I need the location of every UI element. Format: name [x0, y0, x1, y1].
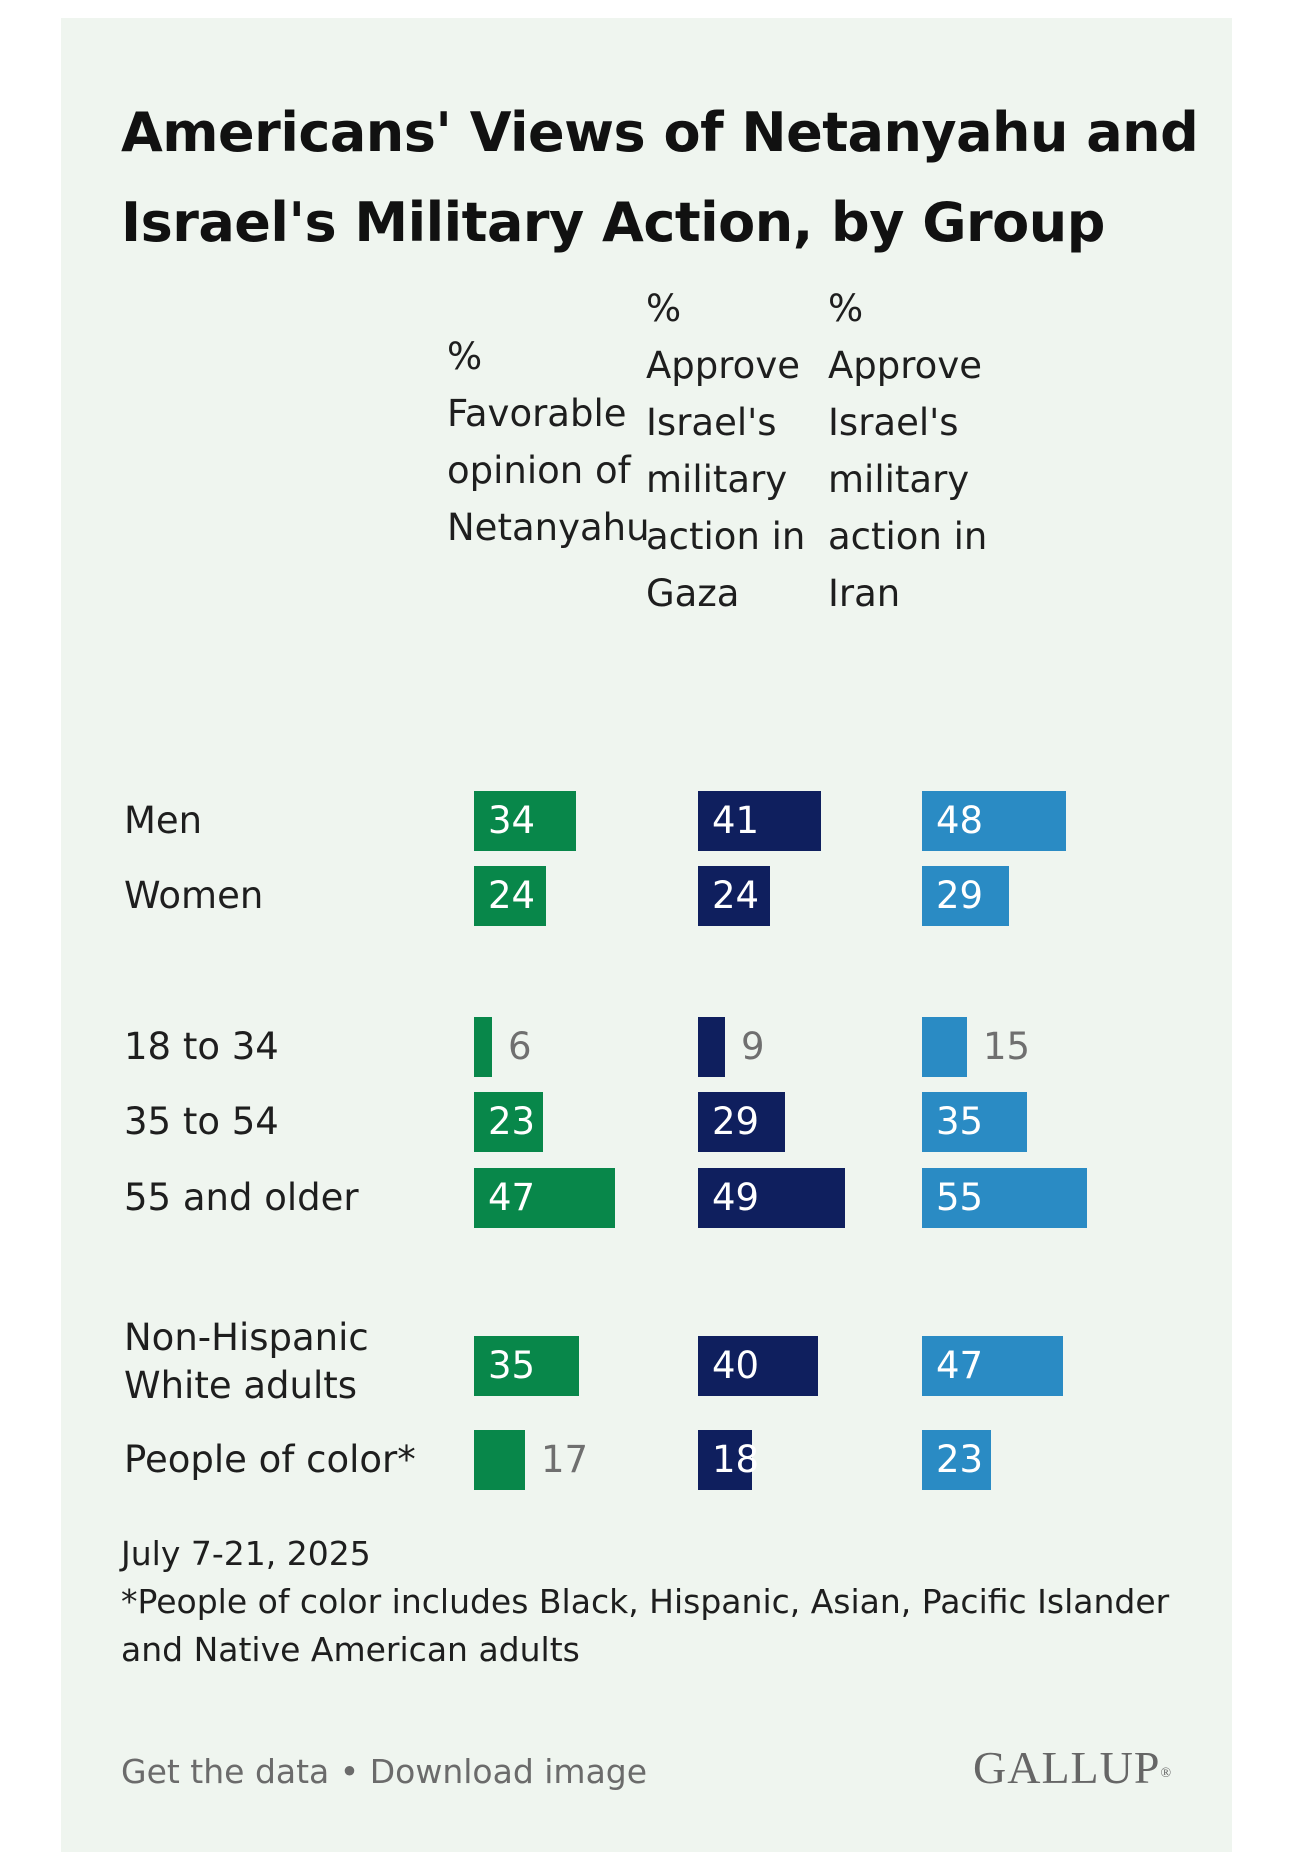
link-separator: •: [329, 1752, 370, 1791]
bar-value-label: 41: [712, 799, 760, 842]
bar-value-label: 6: [508, 1025, 532, 1068]
row-label: 18 to 34: [124, 1025, 279, 1068]
bar-value-label: 29: [712, 1100, 760, 1143]
row-label: 35 to 54: [124, 1100, 279, 1143]
footer-links: Get the data • Download image: [121, 1748, 647, 1796]
column-header-iran: % Approve Israel's military action in Ir…: [828, 287, 988, 615]
bar-netanyahu: [474, 1017, 492, 1077]
column-header-netanyahu: % Favorable opinion of Netanyahu: [447, 335, 650, 549]
bar-value-label: 49: [712, 1176, 760, 1219]
logo-text: GALLUP: [973, 1742, 1161, 1793]
bar-netanyahu: [474, 1336, 579, 1396]
bar-value-label: 48: [936, 799, 984, 842]
bar-iran: [922, 791, 1066, 851]
bar-gaza: [698, 791, 821, 851]
bar-value-label: 40: [712, 1344, 760, 1387]
bar-value-label: 15: [983, 1025, 1031, 1068]
bar-value-label: 18: [712, 1438, 760, 1481]
bar-value-label: 34: [488, 799, 536, 842]
bar-iran: [922, 1336, 1063, 1396]
bar-netanyahu: [474, 866, 546, 926]
bar-value-label: 24: [488, 874, 536, 917]
bar-value-label: 35: [936, 1100, 984, 1143]
bar-value-label: 9: [741, 1025, 765, 1068]
chart-card: Americans' Views of Netanyahu and Israel…: [61, 18, 1232, 1852]
row-label: Men: [124, 799, 203, 842]
row-label: People of color*: [124, 1438, 416, 1481]
bar-value-label: 23: [936, 1438, 984, 1481]
bar-value-label: 55: [936, 1176, 984, 1219]
row-label: Women: [124, 874, 264, 917]
footnote: *People of color includes Black, Hispani…: [121, 1582, 1170, 1669]
row-label: Non-Hispanic White adults: [124, 1316, 369, 1407]
bar-netanyahu: [474, 791, 576, 851]
bar-value-label: 24: [712, 874, 760, 917]
bar-iran: [922, 1430, 991, 1490]
download-image-link[interactable]: Download image: [369, 1752, 648, 1791]
bar-iran: [922, 1017, 967, 1077]
get-data-link[interactable]: Get the data: [121, 1752, 330, 1791]
bar-gaza: [698, 866, 770, 926]
bar-netanyahu: [474, 1168, 615, 1228]
column-header-gaza: % Approve Israel's military action in Ga…: [646, 287, 806, 615]
bar-value-label: 29: [936, 874, 984, 917]
bar-gaza: [698, 1430, 752, 1490]
chart-title: Americans' Views of Netanyahu and Israel…: [121, 101, 1199, 254]
bar-netanyahu: [474, 1092, 543, 1152]
bar-iran: [922, 1168, 1087, 1228]
bar-gaza: [698, 1017, 725, 1077]
gallup-logo: GALLUP®: [973, 1740, 1172, 1796]
survey-date: July 7-21, 2025: [121, 1534, 371, 1573]
bar-gaza: [698, 1336, 818, 1396]
bar-gaza: [698, 1168, 845, 1228]
bar-value-label: 23: [488, 1100, 536, 1143]
registered-mark: ®: [1160, 1766, 1173, 1781]
row-label: 55 and older: [124, 1176, 359, 1219]
bar-gaza: [698, 1092, 785, 1152]
bar-iran: [922, 866, 1009, 926]
bar-netanyahu: [474, 1430, 525, 1490]
bar-iran: [922, 1092, 1027, 1152]
bar-value-label: 17: [541, 1438, 589, 1481]
bar-value-label: 47: [488, 1176, 536, 1219]
bar-value-label: 35: [488, 1344, 536, 1387]
bar-value-label: 47: [936, 1344, 984, 1387]
